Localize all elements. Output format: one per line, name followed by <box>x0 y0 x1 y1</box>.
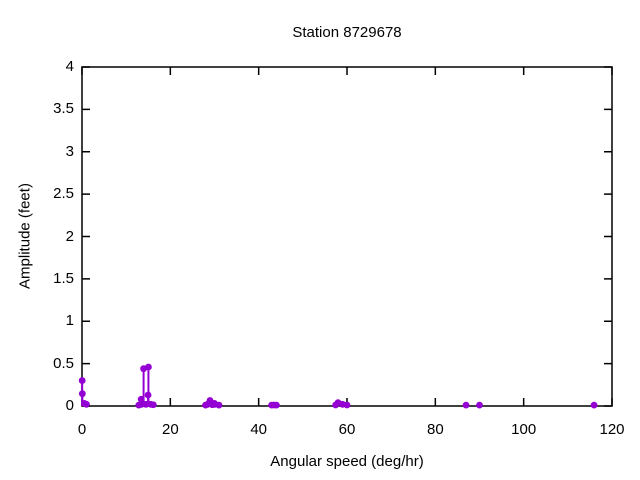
x-tick-label: 80 <box>426 421 444 438</box>
data-point <box>590 401 598 409</box>
data-point <box>343 401 351 409</box>
data-point <box>149 401 157 409</box>
y-tick-label: 3 <box>65 142 74 160</box>
y-tick-label: 2.5 <box>53 185 74 203</box>
data-point <box>144 391 152 399</box>
data-point <box>215 401 223 409</box>
x-tick-label: 100 <box>511 421 537 438</box>
y-tick-label: 2 <box>65 227 74 245</box>
x-tick-label: 40 <box>250 421 267 438</box>
data-point <box>476 401 483 409</box>
chart-title: Station 8729678 <box>292 24 402 41</box>
y-tick-label: 1.5 <box>53 269 74 287</box>
x-tick-label: 120 <box>599 421 625 438</box>
y-tick-label: 3.5 <box>53 100 74 118</box>
data-point <box>78 377 86 384</box>
x-tick-label: 60 <box>338 421 356 438</box>
data-point <box>462 401 470 409</box>
y-tick-label: 0.5 <box>53 354 74 372</box>
data-point <box>273 401 280 409</box>
y-tick-label: 4 <box>65 58 74 75</box>
data-point <box>142 400 150 408</box>
data-point <box>145 363 152 371</box>
data-point <box>78 390 86 398</box>
x-tick-label: 20 <box>161 421 179 438</box>
y-tick-label: 0 <box>65 397 74 414</box>
x-axis-label: Angular speed (deg/hr) <box>270 453 424 470</box>
data-point <box>137 395 145 403</box>
y-tick-label: 1 <box>65 312 74 330</box>
x-tick-label: 0 <box>77 421 87 438</box>
plot-border <box>81 66 613 407</box>
data-point <box>83 400 90 408</box>
